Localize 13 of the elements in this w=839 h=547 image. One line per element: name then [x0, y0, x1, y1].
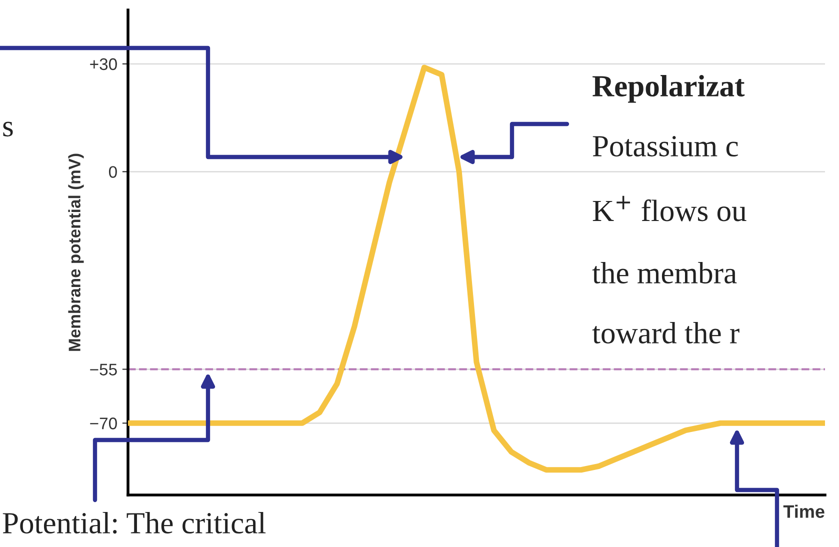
y-tick-label: −55 — [90, 364, 117, 376]
x-axis-title: Time — [783, 504, 824, 518]
y-tick-label: 0 — [108, 166, 117, 178]
annotation: toward the r — [592, 322, 740, 344]
annotation: the membra — [592, 262, 737, 284]
y-tick-label: +30 — [90, 58, 117, 70]
annotation: K$^{+}$ flows ou — [592, 196, 746, 222]
y-tick-label: −70 — [90, 418, 117, 430]
text: Potential: The critical — [2, 512, 266, 534]
annotation: Potassium c — [592, 136, 738, 157]
annotation: Repolarizat — [592, 75, 745, 103]
y-axis-title: Membrane potential (mV) — [68, 154, 84, 351]
text: s — [3, 122, 13, 137]
